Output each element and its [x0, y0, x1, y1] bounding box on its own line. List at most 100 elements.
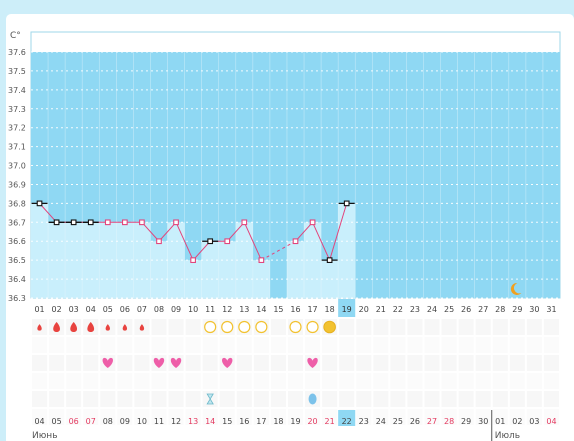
calendar-date-label: 23	[359, 417, 369, 426]
marker-cell	[184, 372, 202, 390]
y-tick-label: 37.0	[8, 162, 26, 171]
marker-cell	[269, 408, 287, 426]
marker-cell	[150, 318, 168, 336]
cycle-day-label: 08	[154, 305, 164, 314]
marker-cell	[321, 390, 339, 408]
marker-cell	[491, 354, 509, 372]
y-tick-label: 36.4	[8, 275, 26, 284]
hourglass-icon	[206, 393, 214, 405]
heart-icon	[170, 357, 182, 368]
marker-cell	[525, 336, 543, 354]
marker-cell	[372, 408, 390, 426]
heart-icon	[222, 357, 233, 368]
temperature-bar	[286, 241, 305, 298]
temperature-point	[173, 219, 179, 226]
menstruation-drop-icon	[122, 324, 128, 331]
marker-cell	[82, 336, 100, 354]
temperature-point	[190, 257, 196, 264]
calendar-date-label: 16	[239, 417, 249, 426]
marker-cell	[48, 354, 66, 372]
marker-cell	[133, 372, 151, 390]
marker-cell	[389, 318, 407, 336]
cycle-day-label: 05	[103, 305, 113, 314]
temperature-line	[175, 222, 194, 261]
marker-cell	[406, 390, 424, 408]
cycle-day-label: 22	[393, 305, 403, 314]
calendar-date-label: 06	[69, 417, 79, 426]
temperature-bar	[116, 222, 134, 298]
marker-cell	[99, 390, 117, 408]
marker-cell	[372, 318, 390, 336]
y-tick-label: 36.3	[8, 294, 26, 303]
temperature-point	[292, 238, 299, 245]
marker-cell	[406, 354, 424, 372]
cycle-day-label: 17	[307, 305, 317, 314]
cycle-day-label: 20	[359, 305, 369, 314]
marker-cell	[508, 408, 526, 426]
current-day-highlight	[338, 299, 356, 317]
marker-cell	[235, 408, 253, 426]
marker-cell	[355, 354, 373, 372]
marker-cell	[133, 390, 151, 408]
calendar-date-label: 25	[393, 417, 403, 426]
marker-cell	[389, 408, 407, 426]
marker-cell	[167, 408, 185, 426]
y-tick-label: 36.5	[8, 256, 26, 265]
cycle-day-label: 25	[444, 305, 454, 314]
cycle-day-label: 31	[546, 305, 556, 314]
marker-cell	[167, 372, 185, 390]
marker-cell	[99, 336, 117, 354]
calendar-date-label: 15	[222, 417, 232, 426]
temperature-line	[243, 222, 262, 261]
mucus-filled-icon	[323, 320, 336, 334]
temperature-bar	[218, 241, 236, 298]
temperature-point	[87, 219, 94, 226]
calendar-date-label: 01	[495, 417, 505, 426]
calendar-date-label: 22	[342, 417, 352, 426]
temperature-point	[122, 219, 128, 226]
temperature-line	[312, 222, 331, 261]
temperature-bar	[338, 203, 356, 298]
cycle-day-label: 13	[239, 305, 249, 314]
marker-cell	[372, 390, 390, 408]
marker-cell	[457, 336, 475, 354]
marker-cell	[150, 390, 168, 408]
marker-cell	[338, 354, 356, 372]
marker-cell	[269, 318, 287, 336]
calendar-date-label: 12	[171, 417, 181, 426]
marker-cell	[491, 390, 509, 408]
calendar-date-label: 30	[478, 417, 488, 426]
marker-cell	[269, 372, 287, 390]
temperature-line	[226, 221, 245, 242]
y-tick-label: 37.4	[8, 86, 26, 95]
marker-cell	[406, 408, 424, 426]
temperature-line	[329, 203, 348, 261]
marker-cell	[542, 408, 561, 426]
marker-cell	[423, 372, 441, 390]
cycle-day-label: 27	[478, 305, 488, 314]
temperature-bar	[184, 260, 202, 298]
menstruation-drop-icon	[37, 324, 42, 331]
marker-cell	[474, 390, 492, 408]
cycle-day-label: 04	[86, 305, 96, 314]
y-unit-label: C°	[10, 31, 21, 41]
marker-cell	[235, 336, 253, 354]
marker-cell	[457, 390, 475, 408]
temperature-point	[207, 238, 214, 245]
marker-cell	[321, 408, 339, 426]
marker-cell	[440, 336, 458, 354]
temperature-line	[141, 221, 160, 242]
temperature-point	[53, 219, 60, 226]
heart-icon	[153, 357, 165, 368]
temperature-point	[258, 257, 265, 264]
marker-cell	[269, 390, 287, 408]
y-tick-label: 36.6	[8, 237, 26, 246]
temperature-point	[224, 238, 231, 245]
y-tick-label: 36.9	[8, 180, 26, 189]
marker-cell	[82, 372, 100, 390]
marker-cell	[304, 336, 322, 354]
marker-cell	[525, 354, 543, 372]
mucus-circle-icon	[238, 320, 251, 334]
calendar-date-label: 20	[307, 417, 317, 426]
temperature-line	[39, 203, 57, 223]
